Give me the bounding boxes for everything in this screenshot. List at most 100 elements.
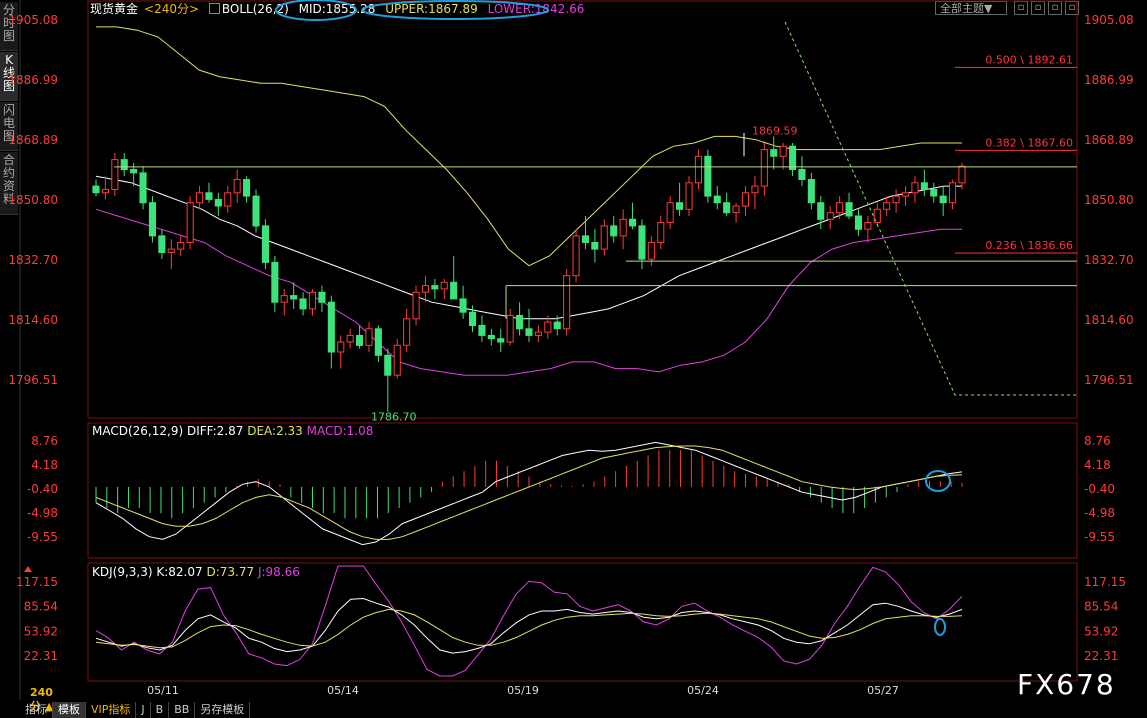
header-highlight-band [361,0,549,20]
candle-body [487,334,495,340]
header-highlight-mid [275,0,357,21]
macd-axis-tick: -4.98 [1084,506,1115,520]
candle-body [638,225,646,260]
macd-axis-tick-left: -4.98 [27,506,58,520]
candle-body [205,192,213,200]
watermark-logo: FX678 [1017,668,1116,701]
kdj-d: D:73.77 [206,565,255,579]
tab-templates[interactable]: 模板 [53,702,86,718]
macd-panel-frame [87,422,1078,559]
price-axis-tick: 1796.51 [1084,373,1134,387]
candle-body [450,281,458,300]
candle-body [101,188,110,194]
sidebar-tab-timeshare[interactable]: 分时图 [0,2,18,51]
candle-body [676,202,684,210]
candle-body [789,145,797,171]
candle-body [657,222,665,244]
x-axis-label: 05/14 [327,684,359,697]
candle-body [111,159,119,191]
sidebar-tab-kline[interactable]: K线图 [0,52,18,101]
candle-body [685,182,693,210]
candle-body [647,242,655,260]
candle-body [836,202,844,214]
chart-header: 现货黄金 <240分> BOLL(26,2) MID:1855.28 UPPER:… [90,0,590,18]
price-axis-tick-left: 1868.89 [8,133,58,147]
candle-body [497,338,505,343]
candle-body [148,202,156,237]
kdj-collapse-icon [24,566,32,572]
period-badge[interactable]: 240分 ▲ [30,686,54,713]
candle-body [120,159,128,171]
candle-body [629,218,637,227]
boll-lower-line [95,208,962,376]
candle-body [949,182,957,204]
candle-body [469,311,477,327]
price-axis-tick: 1905.08 [1084,13,1134,27]
candle-body [346,334,354,343]
fib-level-label: 0.236 \ 1836.66 [985,239,1073,252]
candle-body [421,285,429,293]
candle-body [798,169,806,180]
macd-dea-line [95,445,963,540]
price-axis-tick: 1850.80 [1084,193,1134,207]
candle-body [280,295,288,303]
candle-body [516,315,524,330]
macd-axis-tick: 8.76 [1084,434,1111,448]
candle-body [902,192,910,197]
candle-body [506,315,514,343]
candle-body [393,344,401,376]
macd-dea: DEA:2.33 [247,424,303,438]
boll-upper-line [96,26,962,267]
candle-body [807,179,815,204]
candle-body [139,172,147,204]
candle-body [92,185,100,194]
instrument-name: 现货黄金 [90,2,139,16]
tab-indicators[interactable]: 指标 [20,702,53,718]
fib-level-label: 0.500 \ 1892.61 [985,53,1073,66]
sidebar-tab-flash[interactable]: 闪电图 [0,102,18,151]
candle-body [892,195,900,204]
tab-b[interactable]: B [151,702,170,718]
candle-body [732,205,740,214]
kdj-axis-tick-left: 117.15 [16,575,58,589]
candle-body [534,331,543,336]
tab-bb[interactable]: BB [169,702,196,718]
kdj-d-line [95,608,963,649]
candle-body [930,188,938,197]
kdj-axis-tick-left: 85.54 [24,600,58,614]
boll-upper: UPPER:1867.89 [385,2,478,16]
fib-level-label: 0.382 \ 1867.60 [985,136,1073,149]
tab-j[interactable]: J [136,702,151,718]
tab-vip-indicators[interactable]: VIP指标 [86,702,137,718]
boll-icon [208,3,220,14]
price-axis-tick-left: 1886.99 [8,73,58,87]
candle-body [271,261,279,303]
candle-body [704,155,712,197]
kdj-axis-tick: 117.15 [1084,575,1126,589]
price-axis-tick-left: 1905.08 [8,13,58,27]
candle-body [817,202,825,220]
candle-body [911,182,919,194]
macd-axis-tick-left: -9.55 [27,530,58,544]
macd-axis-tick: 4.18 [1084,458,1111,472]
macd-diff-line [95,441,963,546]
sidebar-tab-contract[interactable]: 合约资料 [0,152,18,215]
macd-title: MACD(26,12,9) [92,424,184,438]
candle-body [356,334,364,346]
candle-body [854,215,863,230]
price-axis-tick-left: 1796.51 [8,373,58,387]
candle-body [553,321,561,330]
macd-cross-highlight [925,470,951,492]
candle-body [845,202,853,217]
candle-body [741,192,750,207]
kdj-cross-highlight [934,618,946,636]
candle-body [770,149,778,157]
kdj-axis-tick: 85.54 [1084,600,1118,614]
macd-diff: DIFF:2.87 [186,424,244,438]
candle-body [403,318,411,346]
kdj-j-line [95,565,963,677]
candle-body [920,182,928,190]
candle-body [374,328,382,356]
tab-save-template[interactable]: 另存模板 [195,702,251,718]
